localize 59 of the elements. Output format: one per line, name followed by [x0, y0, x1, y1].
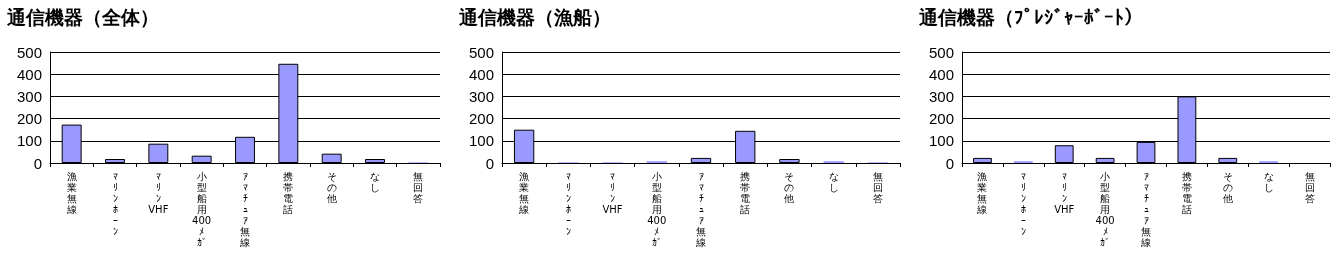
- x-tick-label: 漁業無線: [976, 171, 988, 215]
- y-tick-label: 100: [468, 132, 494, 150]
- x-tick-label: 無回答: [1304, 171, 1315, 204]
- bar: [1218, 157, 1238, 163]
- y-tick-label: 400: [16, 65, 42, 83]
- x-tick-label: なし: [370, 171, 380, 193]
- bar: [1054, 145, 1074, 163]
- y-tick-label: 400: [468, 65, 494, 83]
- y-tick-label: 500: [16, 43, 42, 61]
- x-tick-label: その他: [326, 171, 337, 204]
- x-tick-label: 携帯電話: [740, 171, 751, 215]
- y-tick-label: 200: [928, 110, 954, 128]
- x-tick-label: ﾏﾘﾝﾎｰﾝ: [565, 171, 571, 237]
- x-tick-label: 小型船用400ﾒｶﾞ: [1095, 171, 1115, 248]
- chart-title: 通信機器（全体）: [6, 5, 159, 28]
- x-tick-label: ﾏﾘﾝVHF: [1054, 171, 1075, 215]
- y-tick-label: 300: [928, 87, 954, 105]
- x-tick-label: ｱﾏﾁｭｱ無線: [239, 171, 250, 248]
- x-tick-label: ﾏﾘﾝﾎｰﾝ: [112, 171, 118, 237]
- x-tick-label: その他: [1222, 171, 1233, 204]
- y-tick-label: 100: [928, 132, 954, 150]
- y-tick-label: 300: [468, 87, 494, 105]
- chart-title: 通信機器（ﾌﾟﾚｼﾞｬｰﾎﾞｰﾄ）: [918, 5, 1143, 28]
- bar: [365, 159, 385, 163]
- x-tick-label: なし: [828, 171, 839, 193]
- bar: [148, 143, 169, 163]
- x-tick-label: ﾏﾘﾝVHF: [602, 171, 623, 215]
- x-tick-label: 無回答: [413, 171, 424, 204]
- y-tick-label: 200: [468, 110, 494, 128]
- bar: [1095, 157, 1115, 163]
- bar: [191, 155, 212, 163]
- x-tick-label: ﾏﾘﾝﾎｰﾝ: [1020, 171, 1026, 237]
- bar: [973, 157, 992, 163]
- x-tick-label: 漁業無線: [65, 171, 77, 215]
- y-tick-label: 400: [928, 65, 954, 83]
- bar: [105, 159, 125, 163]
- x-tick-label: ｱﾏﾁｭｱ無線: [695, 171, 706, 248]
- y-tick-label: 500: [928, 43, 954, 61]
- y-tick-label: 200: [16, 110, 42, 128]
- y-tick-label: 300: [16, 87, 42, 105]
- x-tick-label: 携帯電話: [1181, 171, 1192, 215]
- bar: [779, 159, 800, 163]
- x-tick-label: 小型船用400ﾒｶﾞ: [647, 171, 667, 248]
- y-tick-label: 0: [33, 154, 42, 172]
- y-tick-label: 0: [945, 154, 954, 172]
- x-tick-label: なし: [1263, 171, 1274, 193]
- x-tick-label: 小型船用400ﾒｶﾞ: [192, 171, 212, 248]
- y-tick-label: 500: [468, 43, 494, 61]
- x-tick-label: 漁業無線: [518, 171, 530, 215]
- y-tick-label: 0: [485, 154, 494, 172]
- x-tick-label: 携帯電話: [283, 171, 294, 215]
- chart-title: 通信機器（漁船）: [458, 5, 611, 28]
- bar: [690, 157, 712, 163]
- x-tick-label: ｱﾏﾁｭｱ無線: [1140, 171, 1151, 248]
- y-tick-label: 100: [16, 132, 42, 150]
- x-tick-label: その他: [784, 171, 795, 204]
- x-tick-label: 無回答: [872, 171, 883, 204]
- x-tick-label: ﾏﾘﾝVHF: [148, 171, 169, 215]
- bar: [321, 153, 342, 163]
